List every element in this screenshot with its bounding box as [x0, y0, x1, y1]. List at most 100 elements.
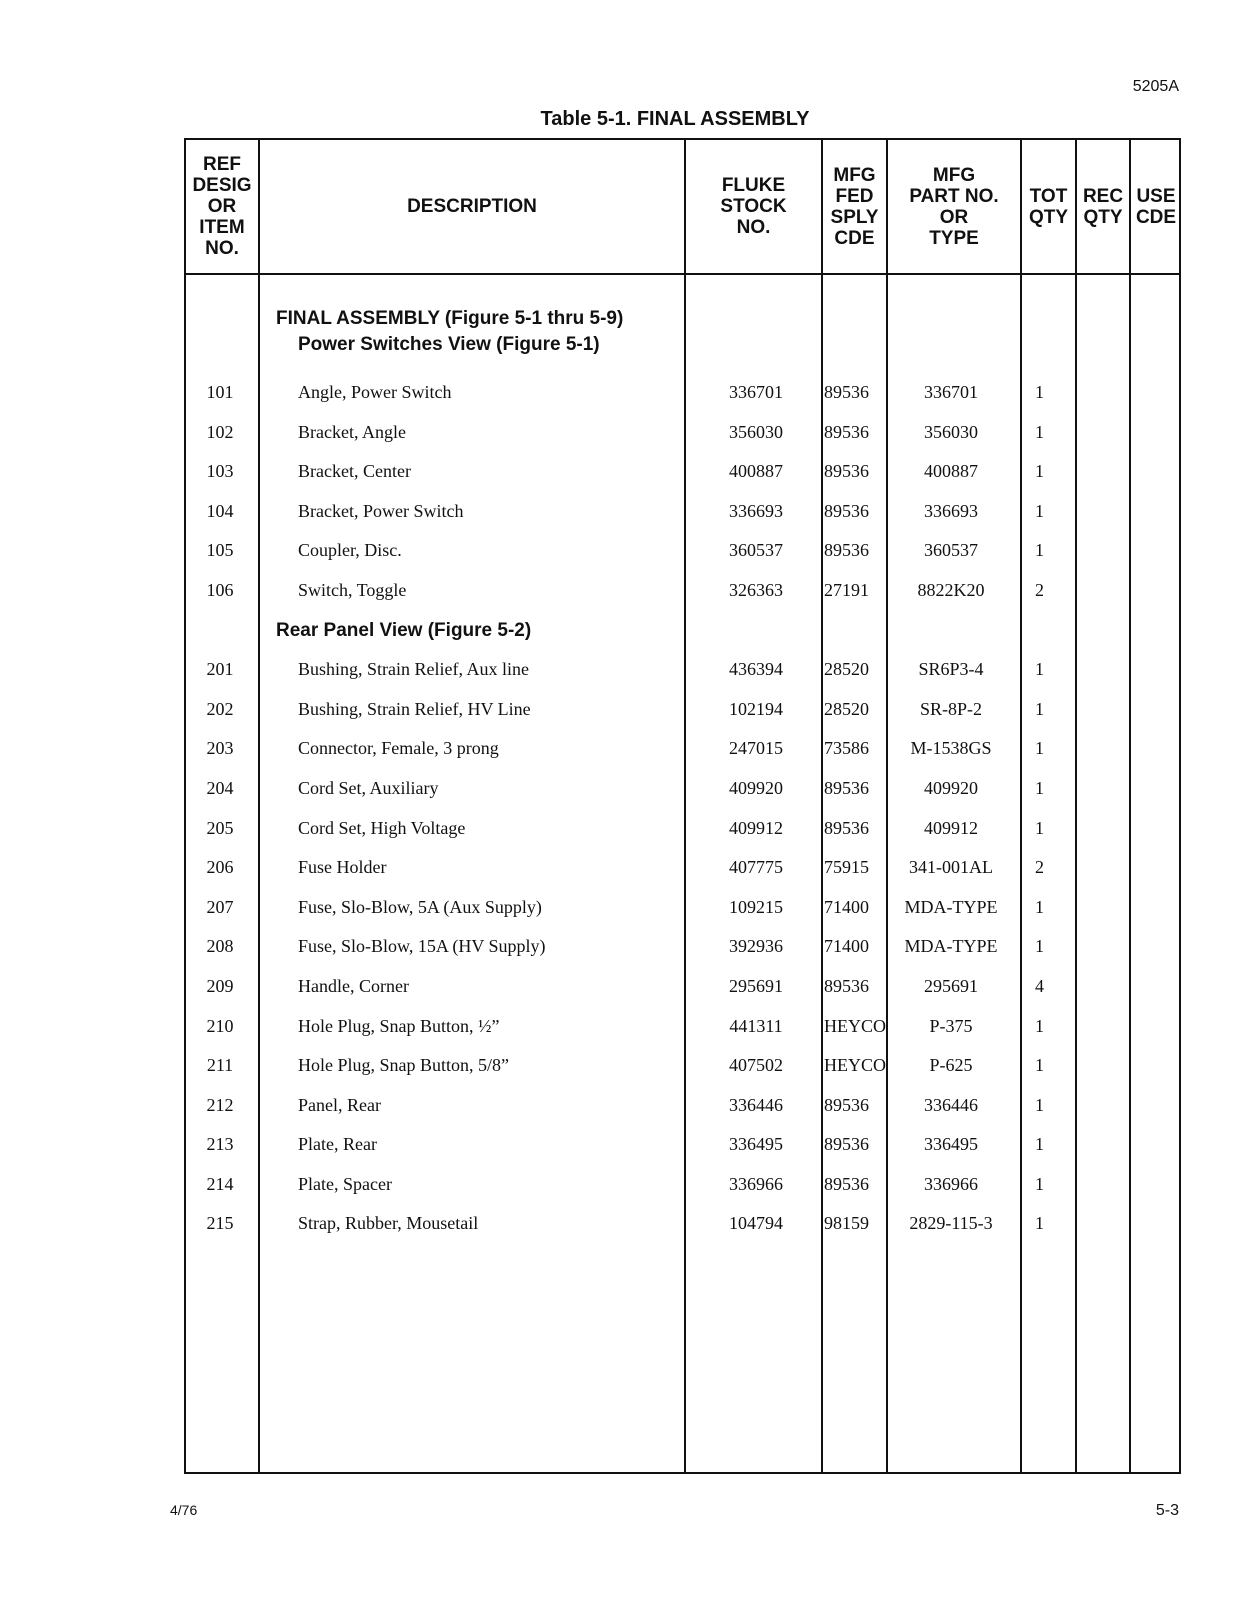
part-no-cell: 336693: [924, 500, 978, 521]
stock-no-cell: 336701: [729, 382, 783, 402]
mfg-code-cell: 89536: [824, 540, 869, 561]
tot-qty-cell: 1: [1035, 500, 1044, 521]
tot-qty-cell: 2: [1035, 579, 1044, 600]
part-no-cell: 336446: [924, 1094, 978, 1115]
mfg-code-cell: 89536: [824, 1173, 869, 1194]
tot-qty-cell: 1: [1035, 1213, 1044, 1234]
mfg-code-cell: 89536: [824, 500, 869, 521]
ref-desig-cell: 210: [206, 1015, 234, 1036]
mfg-code-cell: 89536: [824, 461, 869, 482]
stock-no-cell: 326363: [729, 579, 783, 600]
mfg-code-cell: 89536: [824, 382, 869, 402]
mfg-code-cell: 98159: [824, 1213, 869, 1234]
mfg-code-cell: 28520: [824, 659, 869, 680]
table-row: 207 Fuse, Slo-Blow, 5A (Aux Supply) 109215…: [186, 889, 1179, 929]
column-divider: [1020, 140, 1022, 1472]
table-row: 210 Hole Plug, Snap Button, ½” 441311 HEYCO…: [186, 1008, 1179, 1048]
page-number: 5-3: [1155, 1502, 1179, 1519]
stock-no-cell: 102194: [729, 698, 783, 719]
table-row: 204 Cord Set, Auxiliary 409920 89536 409920 1: [186, 770, 1179, 810]
part-no-cell: 336495: [924, 1134, 978, 1155]
table-row: 102 Bracket, Angle 356030 89536 356030 1: [186, 414, 1179, 454]
tot-qty-cell: 1: [1035, 936, 1044, 957]
header-tot-qty: TOT QTY: [1028, 185, 1069, 228]
table-row: 201 Bushing, Strain Relief, Aux line 43639…: [186, 651, 1179, 691]
table-row: 205 Cord Set, High Voltage 409912 89536 4099…: [186, 810, 1179, 850]
part-no-cell: 8822K20: [917, 579, 985, 600]
part-no-cell: 356030: [924, 421, 978, 442]
tot-qty-cell: 1: [1035, 461, 1044, 482]
stock-no-cell: 407775: [729, 857, 783, 878]
table-row: 211 Hole Plug, Snap Button, 5/8” 407502 HEY…: [186, 1047, 1179, 1087]
ref-desig-cell: 204: [206, 777, 234, 798]
ref-desig-cell: 201: [206, 659, 234, 680]
description-cell: Strap, Rubber, Mousetail: [298, 1213, 479, 1234]
table-row: 213 Plate, Rear 336495 89536 336495 1: [186, 1126, 1179, 1166]
description-cell: Connector, Female, 3 prong: [298, 738, 499, 759]
description-cell: Bushing, Strain Relief, Aux line: [298, 659, 529, 680]
tot-qty-cell: 2: [1035, 857, 1044, 878]
stock-no-cell: 392936: [729, 936, 783, 957]
part-no-cell: P-625: [929, 1055, 973, 1076]
mfg-code-cell: 89536: [824, 777, 869, 798]
header-divider: [186, 273, 1179, 275]
description-cell: Bracket, Power Switch: [298, 500, 464, 521]
tot-qty-cell: 1: [1035, 659, 1044, 680]
stock-no-cell: 409912: [729, 817, 783, 838]
description-cell: Handle, Corner: [298, 975, 409, 996]
mfg-code-cell: HEYCO: [824, 1015, 886, 1036]
table-row: 214 Plate, Spacer 336966 89536 336966 1: [186, 1166, 1179, 1206]
header-stock-no: FLUKE STOCK NO.: [720, 175, 787, 238]
ref-desig-cell: 209: [206, 975, 234, 996]
subsection-title: Power Switches View (Figure 5-1): [298, 334, 600, 355]
mfg-code-cell: 89536: [824, 1094, 869, 1115]
table-body: 101 Angle, Power Switch 336701 89536 336701 1…: [186, 374, 1179, 1245]
ref-desig-cell: 203: [206, 738, 234, 759]
column-divider: [1075, 140, 1077, 1472]
stock-no-cell: 336495: [729, 1134, 783, 1155]
description-cell: Fuse, Slo-Blow, 5A (Aux Supply): [298, 896, 542, 917]
ref-desig-cell: 106: [206, 579, 234, 600]
part-no-cell: P-375: [929, 1015, 973, 1036]
ref-desig-cell: 205: [206, 817, 234, 838]
table-row: 105 Coupler, Disc. 360537 89536 360537 1: [186, 532, 1179, 572]
description-cell: Fuse Holder: [298, 857, 387, 878]
column-divider: [684, 140, 686, 1472]
header-ref: REF DESIG OR ITEM NO.: [192, 154, 252, 259]
stock-no-cell: 109215: [729, 896, 783, 917]
header-part-no: MFG PART NO. OR TYPE: [909, 164, 999, 249]
ref-desig-cell: 206: [206, 857, 234, 878]
ref-desig-cell: 213: [206, 1134, 234, 1155]
mfg-code-cell: 89536: [824, 421, 869, 442]
subsection-row: Rear Panel View (Figure 5-2): [186, 612, 1179, 652]
mfg-code-cell: 89536: [824, 975, 869, 996]
stock-no-cell: 360537: [729, 540, 783, 561]
description-cell: Plate, Spacer: [298, 1173, 392, 1194]
part-no-cell: 2829-115-3: [909, 1213, 993, 1234]
stock-no-cell: 441311: [729, 1015, 783, 1036]
table-row: 206 Fuse Holder 407775 75915 341-001AL 2: [186, 849, 1179, 889]
tot-qty-cell: 1: [1035, 1094, 1044, 1115]
part-no-cell: MDA-TYPE: [904, 936, 998, 957]
description-cell: Plate, Rear: [298, 1134, 377, 1155]
mfg-code-cell: 75915: [824, 857, 869, 878]
stock-no-cell: 247015: [729, 738, 783, 759]
part-no-cell: 336966: [924, 1173, 978, 1194]
header-description: DESCRIPTION: [407, 196, 537, 217]
mfg-code-cell: HEYCO: [824, 1055, 886, 1076]
part-no-cell: 400887: [924, 461, 978, 482]
part-no-cell: SR6P3-4: [918, 659, 984, 680]
table-row: 202 Bushing, Strain Relief, HV Line 102194…: [186, 691, 1179, 731]
ref-desig-cell: 202: [206, 698, 234, 719]
part-no-cell: 341-001AL: [909, 857, 993, 878]
stock-no-cell: 336966: [729, 1173, 783, 1194]
stock-no-cell: 407502: [729, 1055, 783, 1076]
table-row: 203 Connector, Female, 3 prong 247015 73586…: [186, 730, 1179, 770]
mfg-code-cell: 71400: [824, 936, 869, 957]
mfg-code-cell: 28520: [824, 698, 869, 719]
part-no-cell: 409912: [924, 817, 978, 838]
tot-qty-cell: 1: [1035, 1134, 1044, 1155]
tot-qty-cell: 1: [1035, 896, 1044, 917]
stock-no-cell: 356030: [729, 421, 783, 442]
column-divider: [886, 140, 888, 1472]
